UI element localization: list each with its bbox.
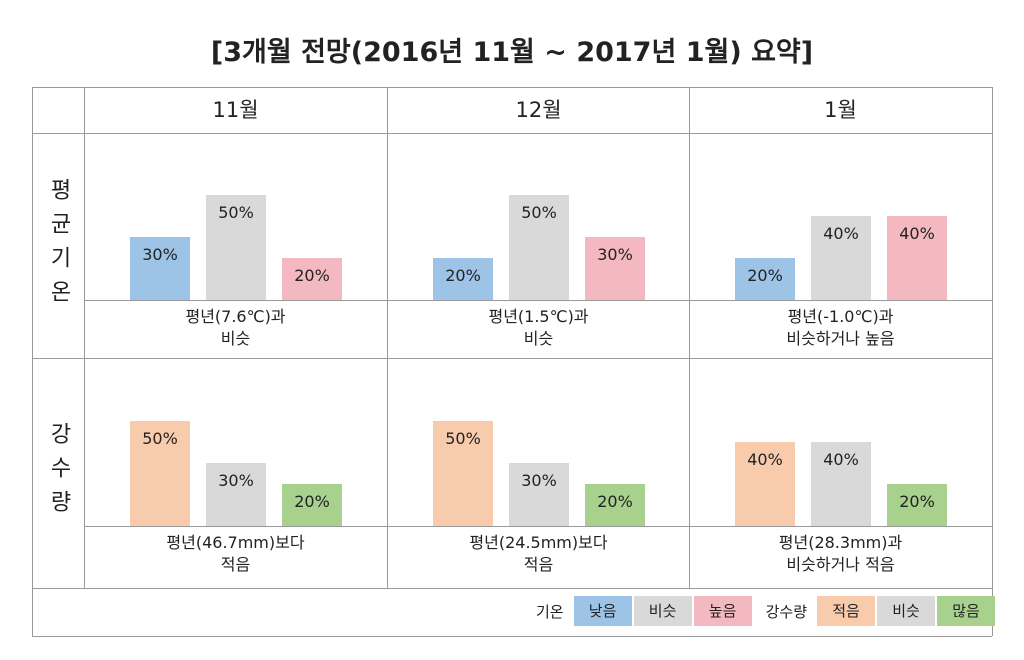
border [32, 87, 992, 88]
value-label: 20% [899, 492, 935, 511]
description: 비슷하거나 높음 [786, 329, 895, 348]
border [84, 526, 992, 527]
bar [585, 484, 645, 526]
column-header: 11월 [212, 98, 259, 122]
bar [130, 421, 190, 526]
bar [811, 442, 871, 526]
border [32, 358, 992, 359]
value-label: 30% [521, 471, 557, 490]
value-label: 20% [294, 266, 330, 285]
legend-item: 낮음 [573, 596, 632, 626]
bar [887, 484, 947, 526]
description: 평년(46.7mm)보다 [166, 533, 305, 552]
value-label: 20% [445, 266, 481, 285]
description: 적음 [523, 555, 554, 574]
description: 평년(7.6℃)과 [185, 307, 286, 326]
value-label: 40% [823, 224, 859, 243]
bar [735, 258, 795, 300]
value-label: 40% [823, 450, 859, 469]
description: 평년(-1.0℃)과 [787, 307, 894, 326]
border [84, 300, 992, 301]
value-label: 20% [747, 266, 783, 285]
value-label: 30% [218, 471, 254, 490]
description: 평년(1.5℃)과 [488, 307, 589, 326]
description: 평년(24.5mm)보다 [469, 533, 608, 552]
value-label: 20% [294, 492, 330, 511]
row-header: 평균기온 [32, 133, 84, 358]
value-label: 30% [142, 245, 178, 264]
row-header-text: 강수량 [46, 422, 71, 524]
legend-item: 비슷 [633, 596, 692, 626]
bar [433, 258, 493, 300]
bar [735, 442, 795, 526]
bar [509, 463, 569, 526]
legend: 기온 낮음 비슷 높음 강수량 적음 비슷 많음 [522, 596, 995, 626]
bar [887, 216, 947, 300]
value-label: 50% [445, 429, 481, 448]
border [32, 133, 992, 134]
legend-item: 적음 [817, 596, 875, 626]
bar [282, 484, 342, 526]
value-label: 40% [747, 450, 783, 469]
border [32, 588, 992, 589]
bar [585, 237, 645, 300]
legend-item: 비슷 [877, 596, 935, 626]
border [689, 87, 690, 588]
column-header: 1월 [824, 98, 857, 122]
row-header-text: 평균기온 [46, 177, 71, 314]
description: 비슷하거나 적음 [786, 555, 895, 574]
value-label: 40% [899, 224, 935, 243]
legend-item: 높음 [693, 596, 752, 626]
description: 비슷 [220, 329, 251, 348]
bar [282, 258, 342, 300]
value-label: 50% [218, 203, 254, 222]
bar [433, 421, 493, 526]
border [387, 87, 388, 588]
value-label: 50% [142, 429, 178, 448]
value-label: 30% [597, 245, 633, 264]
border [32, 636, 992, 637]
description: 적음 [220, 555, 251, 574]
description: 평년(28.3mm)과 [778, 533, 903, 552]
bar [509, 195, 569, 300]
legend-group-label: 강수량 [765, 602, 807, 621]
title: [3개월 전망(2016년 11월 ~ 2017년 1월) 요약] [210, 37, 814, 68]
legend-group-label: 기온 [535, 602, 564, 621]
border [992, 87, 993, 636]
legend-item: 많음 [937, 596, 995, 626]
bar [206, 195, 266, 300]
border [84, 87, 85, 588]
row-header: 강수량 [32, 358, 84, 588]
value-label: 20% [597, 492, 633, 511]
value-label: 50% [521, 203, 557, 222]
column-header: 12월 [515, 98, 562, 122]
description: 비슷 [523, 329, 554, 348]
bar [130, 237, 190, 300]
bar [206, 463, 266, 526]
bar [811, 216, 871, 300]
border [32, 87, 33, 636]
